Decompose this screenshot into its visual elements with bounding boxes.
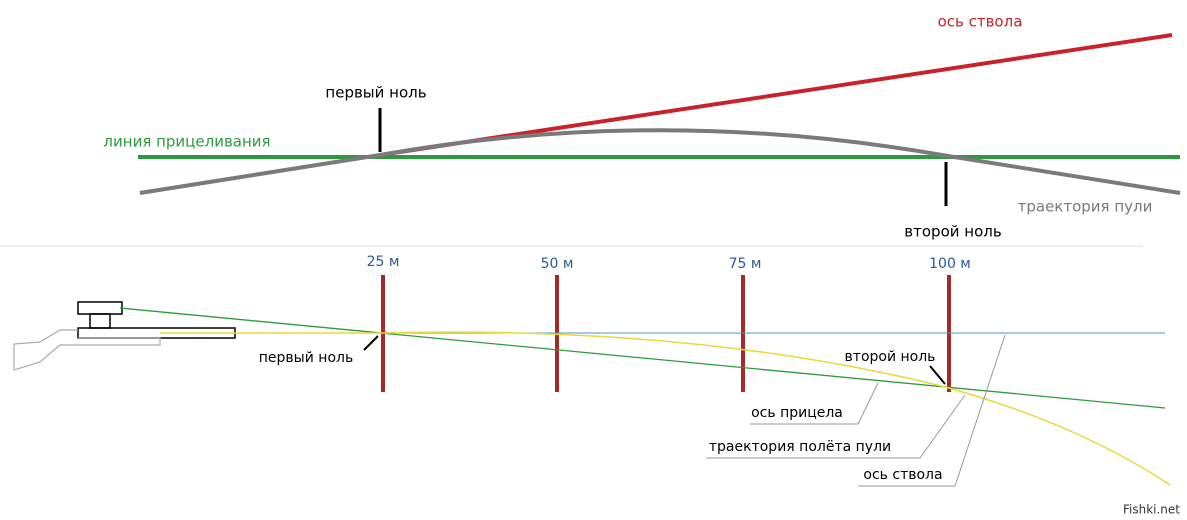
- label: второй ноль: [904, 223, 1001, 241]
- label: траектория полёта пули: [709, 439, 891, 455]
- label: первый ноль: [259, 350, 353, 366]
- label: ось прицела: [751, 405, 843, 421]
- label: ось ствола: [863, 467, 942, 483]
- sight-axis-line: [119, 307, 1166, 409]
- leader: [750, 382, 879, 425]
- distance-label: 25 м: [367, 254, 400, 270]
- label: ось ствола: [938, 13, 1023, 31]
- distance-label: 100 м: [929, 256, 971, 272]
- rifle-stock: [13, 329, 161, 371]
- leader: [858, 334, 1006, 487]
- trajectory-curve: [160, 331, 1171, 486]
- distance-label: 50 м: [541, 256, 574, 272]
- pointer: [363, 335, 379, 351]
- label: первый ноль: [325, 84, 426, 102]
- pointer: [929, 365, 946, 385]
- label: второй ноль: [845, 349, 936, 365]
- trajectory-curve: [139, 128, 1181, 195]
- distance-label: 75 м: [729, 256, 762, 272]
- label: линия прицеливания: [103, 133, 270, 151]
- leader: [706, 394, 966, 459]
- label: траектория пули: [1018, 198, 1153, 216]
- barrel-line: [379, 33, 1173, 157]
- watermark: Fishki.net: [1123, 503, 1180, 517]
